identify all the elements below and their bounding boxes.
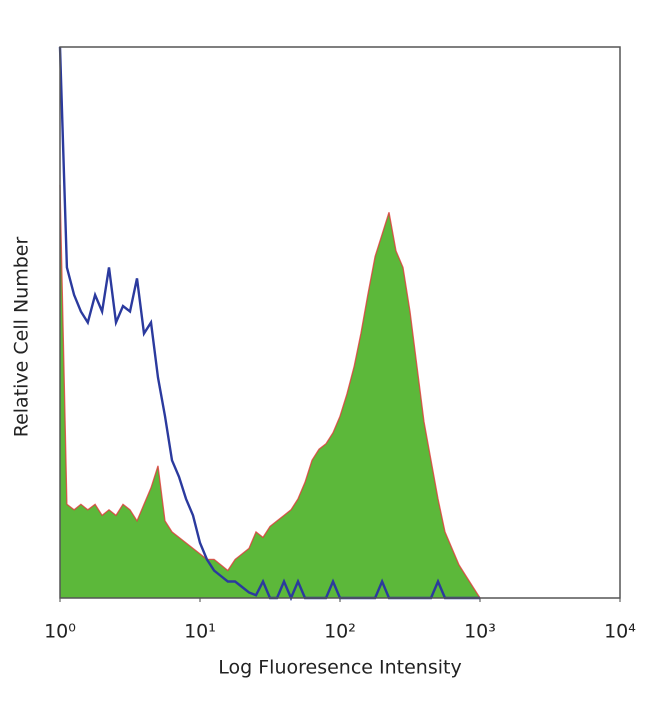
- series-edge: [59, 184, 481, 599]
- plot-frame: [59, 46, 621, 599]
- x-axis-label: Log Fluoresence Intensity: [218, 657, 461, 679]
- series-area: [60, 184, 480, 599]
- x-tick-label: 10³: [464, 621, 496, 643]
- x-tick-label: 10⁰: [44, 621, 76, 643]
- x-tick-label: 10²: [324, 621, 356, 643]
- y-axis-label: Relative Cell Number: [11, 237, 33, 438]
- x-tick-label: 10⁴: [604, 621, 636, 643]
- x-tick-label: 10¹: [184, 621, 216, 643]
